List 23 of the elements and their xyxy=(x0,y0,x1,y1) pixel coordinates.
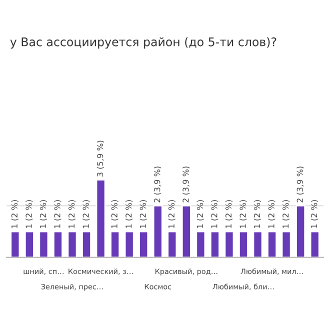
data-label: 1 (2 %) xyxy=(54,200,62,228)
data-label: 1 (2 %) xyxy=(240,200,247,228)
data-label: 2 (3,9 %) xyxy=(154,166,162,202)
data-label: 1 (2 %) xyxy=(268,200,276,228)
chart-title: у Вас ассоциируется район (до 5-ти слов)? xyxy=(10,37,276,49)
data-label: 1 (2 %) xyxy=(26,200,33,228)
data-label: 1 (2 %) xyxy=(196,200,204,228)
data-label: 1 (2 %) xyxy=(310,200,318,228)
data-label: 1 (2 %) xyxy=(111,200,118,228)
data-label: 1 (2 %) xyxy=(68,200,76,228)
data-label: 1 (2 %) xyxy=(125,200,133,228)
data-label: 1 (2 %) xyxy=(40,200,47,228)
data-label: 1 (2 %) xyxy=(140,200,147,228)
data-label: 1 (2 %) xyxy=(11,200,18,228)
data-label: 1 (2 %) xyxy=(282,200,290,228)
data-label: 1 (2 %) xyxy=(168,200,176,228)
data-label: 3 (5,9 %) xyxy=(96,140,104,176)
data-label: 1 (2 %) xyxy=(211,200,218,228)
data-label: 1 (2 %) xyxy=(254,200,262,228)
data-label: 1 (2 %) xyxy=(225,200,232,228)
data-label: 2 (3,9 %) xyxy=(182,166,190,202)
data-label: 1 (2 %) xyxy=(82,200,90,228)
data-label: 2 (3,9 %) xyxy=(296,166,304,202)
